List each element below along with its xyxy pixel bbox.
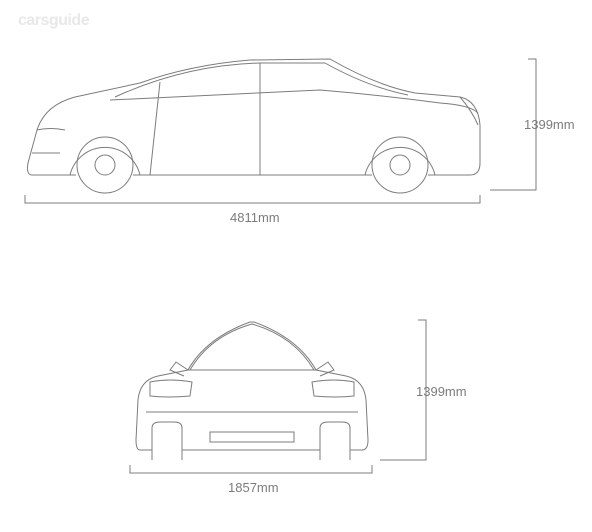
front-height-dimension-label: 1399mm [416,384,467,399]
width-dimension-label: 1857mm [228,480,279,495]
length-dimension-label: 4811mm [230,210,280,225]
car-side-svg [20,35,575,235]
watermark-logo: carsguide [18,12,89,30]
side-view-diagram: 4811mm 1399mm [20,35,575,235]
side-height-dimension-label: 1399mm [524,117,575,132]
car-front-svg [110,290,490,510]
front-view-diagram: 1857mm 1399mm [110,290,490,510]
